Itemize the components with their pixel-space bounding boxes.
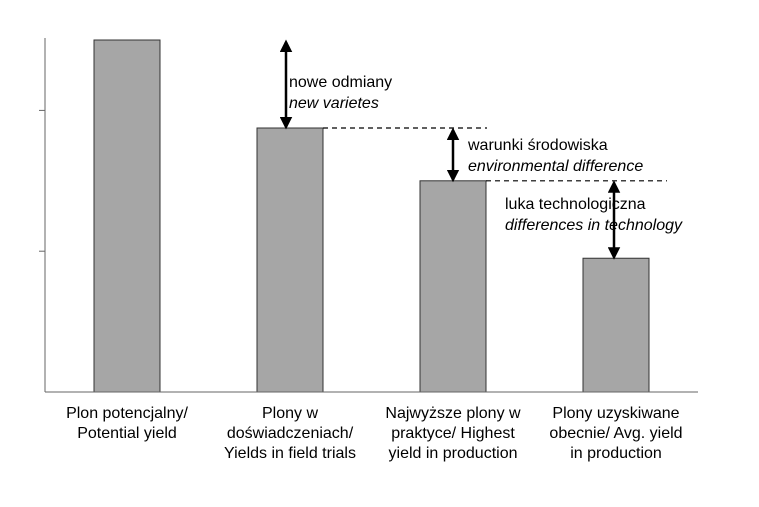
annotation-label-en: differences in technology: [505, 217, 682, 234]
annotation-label: warunki środowiska: [468, 137, 608, 154]
bar: [419, 180, 487, 393]
bar: [256, 127, 324, 393]
annotation-label: luka technologiczna: [505, 196, 646, 213]
annotation-new-varieties: nowe odmiany new varietes: [289, 72, 392, 114]
category-label: Plony w doświadczeniach/ Yields in field…: [224, 405, 356, 462]
bar: [582, 257, 650, 393]
bar: [93, 39, 161, 393]
category-label: Plony uzyskiwane obecnie/ Avg. yield in …: [549, 405, 683, 462]
category-label: Plon potencjalny/ Potential yield: [66, 405, 188, 442]
annotation-environment: warunki środowiska environmental differe…: [468, 135, 643, 177]
category-label: Najwyższe plony w praktyce/ Highest yiel…: [385, 405, 521, 462]
annotation-technology: luka technologiczna differences in techn…: [505, 194, 682, 236]
annotation-label-en: environmental difference: [468, 158, 644, 175]
annotation-label: nowe odmiany: [289, 74, 393, 91]
annotation-label-en: new varietes: [289, 95, 379, 112]
